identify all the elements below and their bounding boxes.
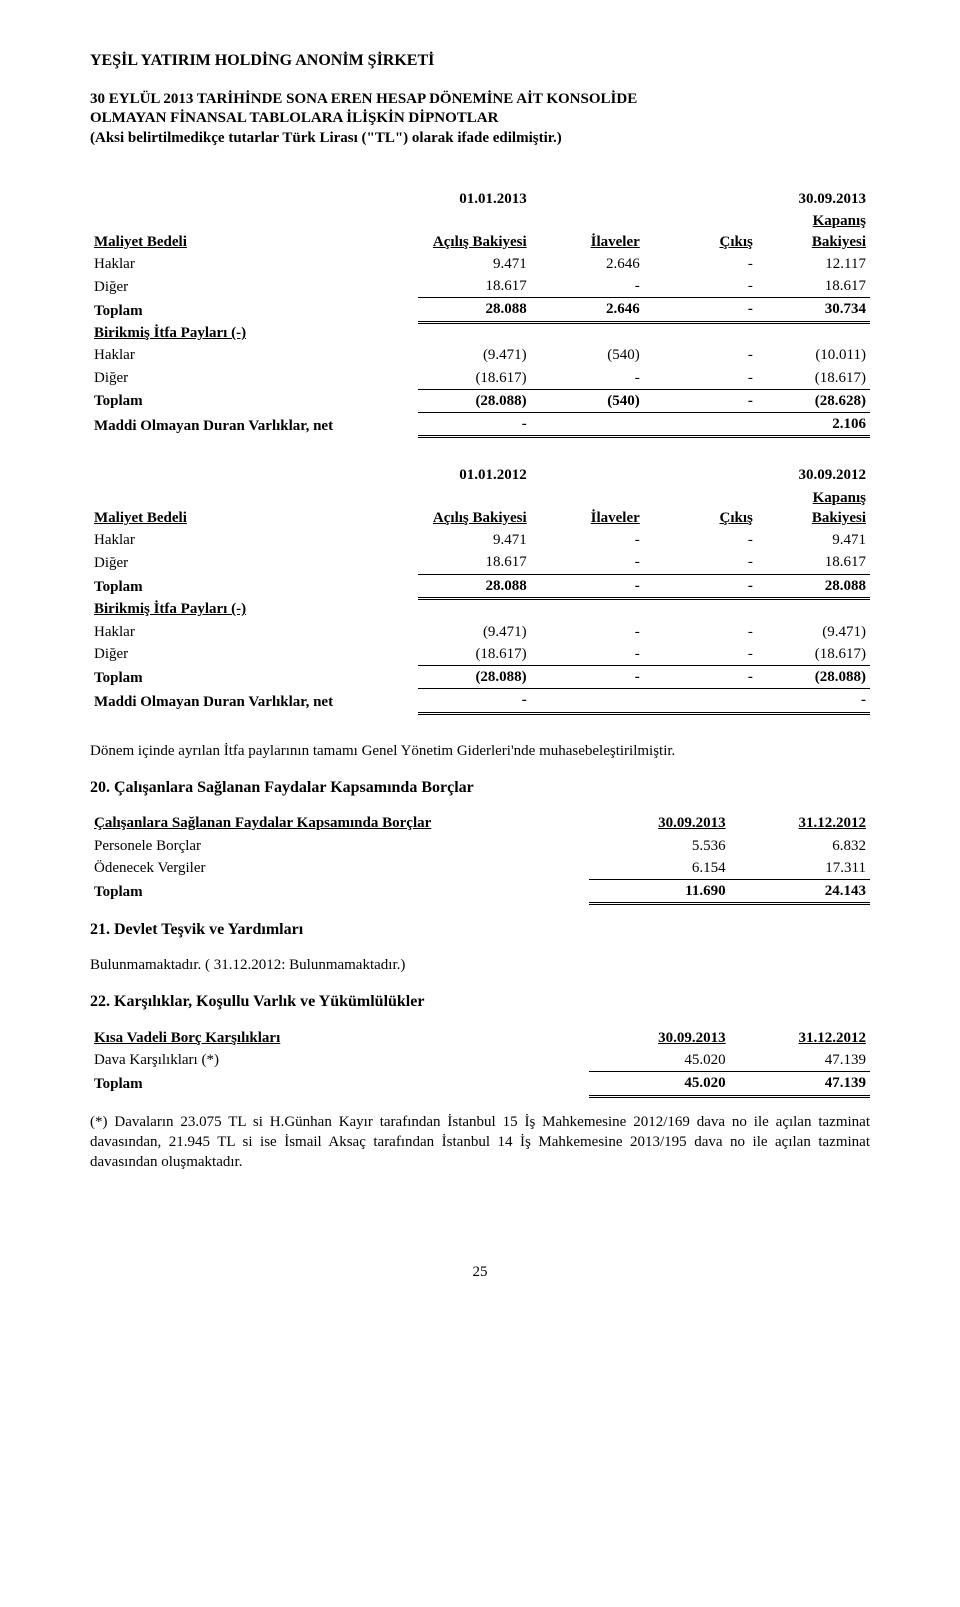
header-line-1: 30 EYLÜL 2013 TARİHİNDE SONA EREN HESAP …	[90, 90, 870, 110]
intangibles-table-2013: 01.01.2013 30.09.2013 Maliyet Bedeli Açı…	[90, 188, 870, 438]
header-line-2: OLMAYAN FİNANSAL TABLOLARA İLİŞKİN DİPNO…	[90, 109, 870, 129]
total-row: Toplam (28.088) (540) - (28.628)	[90, 389, 870, 412]
col-date-open: 01.01.2012	[418, 464, 531, 486]
provisions-table: Kısa Vadeli Borç Karşılıkları 30.09.2013…	[90, 1027, 870, 1098]
col-heading-period1: 30.09.2013	[589, 1027, 729, 1049]
subheader-cost: Maliyet Bedeli	[90, 210, 418, 253]
col-heading-period2: 31.12.2012	[730, 1027, 870, 1049]
table-row: Haklar (9.471) (540) - (10.011)	[90, 344, 870, 366]
subheader-add: İlaveler	[531, 210, 644, 253]
subheader-cost: Maliyet Bedeli	[90, 487, 418, 530]
total-row: Toplam 28.088 2.646 - 30.734	[90, 298, 870, 322]
section-22-footnote: (*) Davaların 23.075 TL si H.Günhan Kayı…	[90, 1112, 870, 1173]
total-row: Toplam 45.020 47.139	[90, 1072, 870, 1096]
accum-amort-heading: Birikmiş İtfa Payları (-)	[90, 598, 418, 620]
subheader-out: Çıkış	[644, 210, 757, 253]
table-row: Haklar 9.471 2.646 - 12.117	[90, 253, 870, 275]
table-row: Diğer (18.617) - - (18.617)	[90, 643, 870, 666]
subheader-open: Açılış Bakiyesi	[418, 210, 531, 253]
col-heading-label: Kısa Vadeli Borç Karşılıkları	[90, 1027, 589, 1049]
subheader-close: Kapanış Bakiyesi	[757, 487, 870, 530]
header-line-3: (Aksi belirtilmedikçe tutarlar Türk Lira…	[90, 129, 870, 149]
table-row: Diğer (18.617) - - (18.617)	[90, 367, 870, 390]
col-heading-period1: 30.09.2013	[589, 812, 729, 834]
col-heading-label: Çalışanlara Sağlanan Faydalar Kapsamında…	[90, 812, 589, 834]
accum-amort-heading: Birikmiş İtfa Payları (-)	[90, 322, 418, 344]
table-row: Diğer 18.617 - - 18.617	[90, 551, 870, 574]
company-name: YEŞİL YATIRIM HOLDİNG ANONİM ŞİRKETİ	[90, 50, 870, 72]
net-row: Maddi Olmayan Duran Varlıklar, net - 2.1…	[90, 413, 870, 437]
total-row: Toplam 28.088 - - 28.088	[90, 574, 870, 598]
subheader-close: Kapanış Bakiyesi	[757, 210, 870, 253]
section-21-body: Bulunmamaktadır. ( 31.12.2012: Bulunmama…	[90, 955, 870, 975]
table-row: Haklar (9.471) - - (9.471)	[90, 621, 870, 643]
page-number: 25	[90, 1262, 870, 1282]
subheader-out: Çıkış	[644, 487, 757, 530]
section-20-title: 20. Çalışanlara Sağlanan Faydalar Kapsam…	[90, 777, 870, 799]
report-header: 30 EYLÜL 2013 TARİHİNDE SONA EREN HESAP …	[90, 90, 870, 149]
table-row: Ödenecek Vergiler 6.154 17.311	[90, 857, 870, 880]
col-date-close: 30.09.2012	[757, 464, 870, 486]
amortization-note: Dönem içinde ayrılan İtfa paylarının tam…	[90, 741, 870, 761]
section-22-title: 22. Karşılıklar, Koşullu Varlık ve Yüküm…	[90, 991, 870, 1013]
table-row: Dava Karşılıkları (*) 45.020 47.139	[90, 1049, 870, 1072]
col-date-open: 01.01.2013	[418, 188, 531, 210]
subheader-open: Açılış Bakiyesi	[418, 487, 531, 530]
col-date-close: 30.09.2013	[757, 188, 870, 210]
employee-benefits-table: Çalışanlara Sağlanan Faydalar Kapsamında…	[90, 812, 870, 905]
table-row: Personele Borçlar 5.536 6.832	[90, 835, 870, 857]
subheader-add: İlaveler	[531, 487, 644, 530]
col-heading-period2: 31.12.2012	[730, 812, 870, 834]
section-21-title: 21. Devlet Teşvik ve Yardımları	[90, 919, 870, 941]
table-row: Haklar 9.471 - - 9.471	[90, 529, 870, 551]
net-row: Maddi Olmayan Duran Varlıklar, net - -	[90, 689, 870, 713]
total-row: Toplam (28.088) - - (28.088)	[90, 666, 870, 689]
table-row: Diğer 18.617 - - 18.617	[90, 275, 870, 298]
intangibles-table-2012: 01.01.2012 30.09.2012 Maliyet Bedeli Açı…	[90, 464, 870, 714]
total-row: Toplam 11.690 24.143	[90, 880, 870, 904]
